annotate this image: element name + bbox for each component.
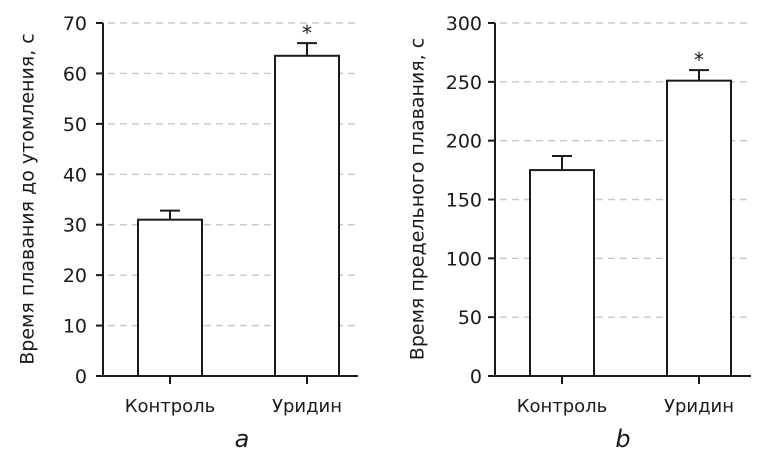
- chart-panel-a: 0 10 20 30 40 50 60 70 Контроль Уридин * Время плав…: [17, 13, 358, 453]
- y-axis-title: Время предельного плавания, с: [407, 38, 429, 360]
- y-tick-label: 100: [446, 248, 482, 270]
- y-tick-label: 50: [458, 307, 482, 329]
- panel-letter: b: [615, 425, 630, 453]
- bar: [137, 218, 203, 377]
- y-tick-label: 300: [446, 13, 482, 35]
- y-tick-label: 60: [63, 63, 87, 85]
- y-tick-label: 50: [63, 114, 87, 136]
- y-axis-title: Время плавания до утомления, с: [17, 33, 39, 365]
- x-tick-label: Контроль: [125, 396, 216, 417]
- y-tick-label: 30: [63, 215, 87, 237]
- chart-panel-b: 0 50 100 150 200 250 300 Контроль Уридин * Время п…: [407, 13, 751, 453]
- y-tick-label: 250: [446, 72, 482, 94]
- y-tick-label: 200: [446, 131, 482, 153]
- y-tick-label: 0: [75, 366, 87, 388]
- y-tick-label: 0: [470, 366, 482, 388]
- significance-marker: *: [302, 21, 312, 45]
- y-tick-label: 10: [63, 316, 87, 338]
- y-tick-label: 70: [63, 13, 87, 35]
- bar: [529, 169, 595, 377]
- bar: [274, 54, 340, 378]
- panel-letter: a: [235, 425, 250, 453]
- y-tick-label: 150: [446, 190, 482, 212]
- bar: [666, 79, 732, 377]
- y-tick-label: 40: [63, 164, 87, 186]
- x-tick-label: Уридин: [664, 396, 734, 417]
- x-tick-label: Контроль: [517, 396, 608, 417]
- significance-marker: *: [694, 48, 704, 72]
- x-tick-label: Уридин: [272, 396, 342, 417]
- y-tick-label: 20: [63, 265, 87, 287]
